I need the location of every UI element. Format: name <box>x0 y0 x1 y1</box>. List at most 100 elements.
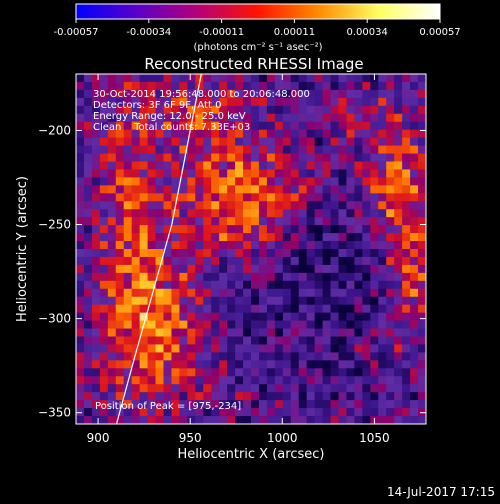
heatmap-cell <box>115 89 125 99</box>
heatmap-cell <box>243 280 252 290</box>
heatmap-cell <box>155 145 164 154</box>
heatmap-cell <box>306 296 316 306</box>
heatmap-cell <box>99 392 109 401</box>
heatmap-cell <box>91 81 101 91</box>
heatmap-cell <box>187 272 196 282</box>
heatmap-cell <box>163 344 172 353</box>
heatmap-cell <box>115 193 125 202</box>
heatmap-cell <box>115 129 125 139</box>
heatmap-cell <box>338 376 347 385</box>
heatmap-cell <box>131 320 141 329</box>
heatmap-cell <box>76 193 85 202</box>
heatmap-cell <box>410 177 419 186</box>
heatmap-cell <box>362 217 371 226</box>
heatmap-cell <box>290 304 300 314</box>
heatmap-cell <box>187 280 196 290</box>
heatmap-cell <box>211 233 220 242</box>
heatmap-cell <box>83 217 93 226</box>
heatmap-cell <box>402 328 411 337</box>
heatmap-cell <box>131 121 141 131</box>
heatmap-cell <box>99 336 109 345</box>
heatmap-cell <box>322 225 331 234</box>
heatmap-cell <box>370 153 379 162</box>
heatmap-cell <box>314 288 323 298</box>
heatmap-cell <box>402 368 411 377</box>
heatmap-cell <box>243 384 252 393</box>
heatmap-cell <box>290 320 300 329</box>
heatmap-cell <box>330 161 339 170</box>
heatmap-cell <box>251 360 260 369</box>
heatmap-cell <box>163 145 172 154</box>
heatmap-cell <box>99 74 109 83</box>
heatmap-cell <box>251 280 260 290</box>
heatmap-cell <box>330 137 339 146</box>
heatmap-cell <box>386 145 395 154</box>
heatmap-cell <box>179 97 188 107</box>
heatmap-cell <box>338 392 347 401</box>
heatmap-cell <box>274 233 284 242</box>
heatmap-cell <box>298 161 308 170</box>
heatmap-cell <box>410 233 419 242</box>
heatmap-cell <box>322 81 331 91</box>
heatmap-cell <box>251 416 260 424</box>
heatmap-cell <box>99 312 109 321</box>
heatmap-cell <box>378 352 387 361</box>
heatmap-cell <box>155 360 164 369</box>
heatmap-cell <box>139 209 148 218</box>
heatmap-cell <box>266 97 276 107</box>
heatmap-cell <box>298 233 308 242</box>
heatmap-cell <box>147 249 156 258</box>
heatmap-cell <box>402 272 411 282</box>
heatmap-cell <box>370 145 379 154</box>
heatmap-cell <box>211 137 220 146</box>
heatmap-cell <box>290 256 300 266</box>
heatmap-cell <box>314 400 323 409</box>
heatmap-cell <box>155 344 164 353</box>
heatmap-cell <box>274 241 284 250</box>
heatmap-cell <box>147 376 156 385</box>
heatmap-cell <box>370 185 379 194</box>
heatmap-cell <box>163 105 172 115</box>
heatmap-cell <box>306 400 316 409</box>
heatmap-cell <box>147 97 156 107</box>
heatmap-cell <box>354 74 363 83</box>
heatmap-cell <box>83 105 93 115</box>
heatmap-cell <box>258 97 268 107</box>
heatmap-cell <box>258 249 268 258</box>
heatmap-cell <box>107 145 117 154</box>
heatmap-cell <box>251 392 260 401</box>
heatmap-cell <box>179 336 188 345</box>
heatmap-cell <box>91 272 101 282</box>
heatmap-cell <box>115 153 125 162</box>
heatmap-cell <box>219 74 228 83</box>
heatmap-cell <box>410 249 419 258</box>
heatmap-cell <box>91 177 101 186</box>
heatmap-cell <box>274 217 284 226</box>
heatmap-cell <box>187 217 196 226</box>
heatmap-cell <box>211 169 220 178</box>
heatmap-cell <box>115 336 125 345</box>
heatmap-cell <box>306 304 316 314</box>
heatmap-cell <box>314 280 323 290</box>
heatmap-cell <box>314 249 323 258</box>
heatmap-cell <box>274 97 284 107</box>
heatmap-cell <box>306 241 316 250</box>
heatmap-cell <box>195 344 204 353</box>
heatmap-cell <box>314 225 323 234</box>
heatmap-cell <box>402 145 411 154</box>
heatmap-cell <box>298 97 308 107</box>
heatmap-cell <box>227 392 236 401</box>
heatmap-cell <box>362 74 371 83</box>
heatmap-cell <box>107 336 117 345</box>
heatmap-cell <box>76 121 85 131</box>
heatmap-cell <box>258 408 268 417</box>
heatmap-cell <box>418 336 426 345</box>
heatmap-cell <box>378 400 387 409</box>
heatmap-cell <box>362 121 371 131</box>
heatmap-cell <box>171 352 180 361</box>
heatmap-cell <box>227 288 236 298</box>
heatmap-cell <box>91 233 101 242</box>
heatmap-cell <box>163 185 172 194</box>
heatmap-cell <box>91 408 101 417</box>
heatmap-cell <box>227 97 236 107</box>
